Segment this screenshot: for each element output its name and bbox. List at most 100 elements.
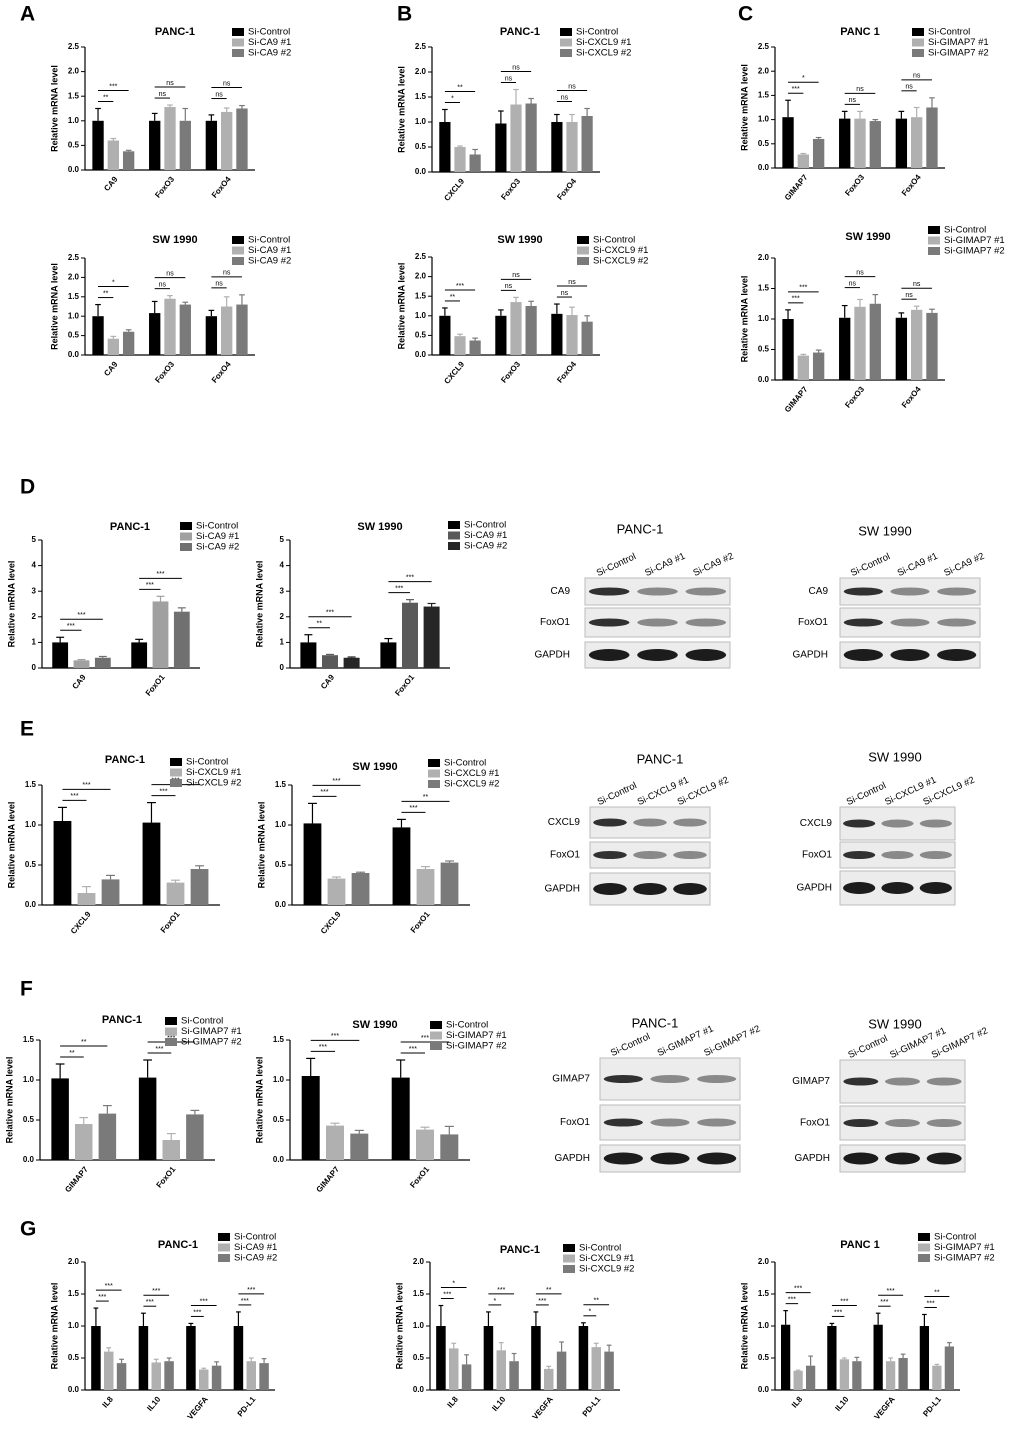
significance-label: * [452,1280,455,1287]
chart-title: PANC-1 [158,1239,198,1251]
bar [149,313,161,355]
legend-label: Si-Control [234,1232,276,1243]
y-tick-label: 1 [32,638,37,647]
bar [895,118,908,168]
y-axis-label: Relative mRNA level [256,802,266,889]
legend-label: Si-CA9 #1 [248,245,291,256]
legend-swatch [560,28,572,36]
significance-label: *** [67,623,75,630]
blot-band [919,851,952,859]
significance-label: *** [159,788,167,795]
legend-label: Si-Control [196,521,238,532]
legend-swatch [170,758,182,766]
bar [107,140,119,170]
significance-label: ** [81,1039,87,1046]
x-tick-label: GIMAP7 [783,384,810,414]
significance-label: *** [927,1300,935,1307]
x-tick-label: CA9 [102,359,120,377]
y-tick-label: 0.0 [758,163,770,172]
y-tick-label: 1.0 [758,115,770,124]
chart-title: PANC 1 [840,1239,880,1251]
bar [259,1363,269,1390]
blot-band [603,1075,643,1083]
bar [179,304,191,355]
blot-band [633,818,667,827]
row-label: GAPDH [554,1153,590,1164]
y-axis-label: Relative mRNA level [254,561,264,648]
bar [797,154,809,168]
x-tick-label: GIMAP7 [783,172,810,202]
lane-label: Si-Control [609,1031,652,1059]
row-label: CA9 [551,586,571,597]
legend-swatch [918,1254,930,1262]
legend-swatch [448,521,460,529]
lane-label: Si-Control [845,780,888,808]
y-tick-label: 1.0 [273,1075,285,1084]
blot-strip [589,806,711,839]
legend-label: Si-CXCL9 #2 [444,779,499,790]
blot-band [843,649,883,661]
bar [898,1358,908,1390]
blot-band [843,1152,879,1165]
blot-band [637,649,678,661]
bar [138,1077,157,1160]
significance-label: *** [98,1294,106,1301]
bar [107,338,119,355]
bar [380,642,397,668]
legend-label: Si-CXCL9 #1 [593,245,648,256]
x-tick-label: FoxO1 [393,672,416,697]
y-tick-label: 1.0 [275,820,287,829]
bar [551,313,563,355]
y-tick-label: 2.5 [415,42,427,51]
blot-band [881,882,914,894]
bar [852,1361,862,1390]
y-tick-label: 1.0 [25,820,37,829]
significance-label: *** [421,1035,429,1042]
legend-label: Si-Control [181,1016,223,1027]
y-tick-label: 1.5 [25,780,37,789]
bar [51,1078,69,1160]
blot-band [650,1152,690,1165]
bar [101,879,120,905]
blot-band [650,1118,690,1127]
blot-band [843,882,876,894]
significance-label: * [451,95,454,102]
x-tick-label: FoxO3 [499,359,522,384]
legend-label: Si-CXCL9 #1 [186,767,241,778]
significance-label: ns [561,94,569,101]
significance-label: *** [406,574,414,581]
bar [556,1351,567,1390]
blot-band [885,1119,920,1127]
significance-label: ns [568,279,576,286]
significance-label: *** [200,1298,208,1305]
bar [544,1368,554,1390]
bar [812,352,825,380]
x-tick-label: IL8 [101,1394,116,1409]
y-tick-label: 2.0 [68,273,80,282]
significance-label: ** [103,94,109,101]
bar [932,1365,942,1390]
y-tick-label: 0.0 [413,1385,425,1394]
y-axis-label: Relative mRNA level [49,1283,59,1370]
blot-band [843,587,883,596]
blot-band [843,1119,879,1127]
bar [531,1326,541,1390]
legend-swatch [560,38,572,47]
y-tick-label: 1.5 [68,1289,80,1298]
y-tick-label: 0.5 [273,1115,285,1124]
y-tick-label: 1 [280,638,285,647]
blot-band [593,818,627,827]
significance-label: ns [568,83,576,90]
panel-letter: A [20,3,35,26]
significance-label: ns [223,80,231,87]
bar [839,118,851,168]
y-axis-label: Relative mRNA level [739,1283,749,1370]
row-label: GIMAP7 [552,1074,590,1085]
significance-label: ns [856,269,864,276]
legend-swatch [430,1042,442,1050]
y-tick-label: 0.0 [275,900,287,909]
bar [73,660,90,668]
blot-band [926,1152,962,1165]
y-axis-label: Relative mRNA level [49,65,59,152]
